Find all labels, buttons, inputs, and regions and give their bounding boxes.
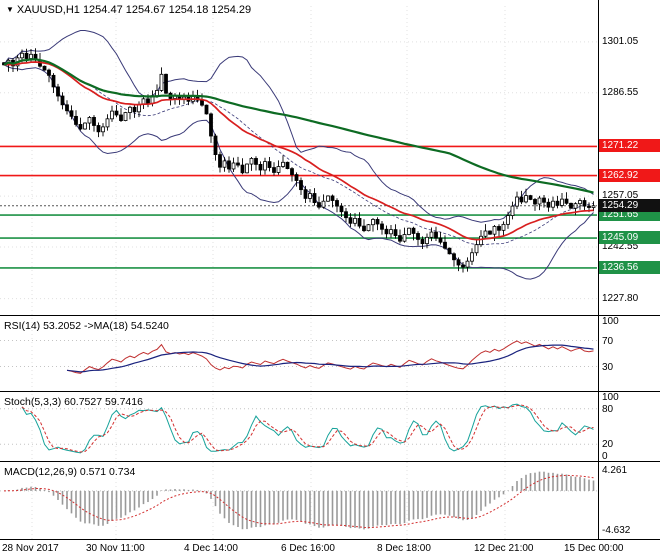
axis-tick: 20 [602, 439, 614, 451]
x-axis-label: 8 Dec 18:00 [377, 543, 431, 554]
axis-tick: 0 [602, 451, 608, 462]
axis-tick: 80 [602, 403, 614, 415]
chart-symbol-icon: ▼ [6, 5, 14, 14]
axis-tick: 1301.05 [602, 35, 639, 47]
x-axis-label: 12 Dec 21:00 [474, 543, 534, 554]
x-axis-label: 6 Dec 16:00 [281, 543, 335, 554]
axis-tick: 1227.80 [602, 292, 639, 304]
x-axis-label: 15 Dec 00:00 [564, 543, 624, 554]
axis-tick: 4.261 [602, 465, 628, 476]
price-badge: 1254.29 [599, 198, 660, 212]
chart-title-text: XAUUSD,H1 1254.47 1254.67 1254.18 1254.2… [16, 4, 252, 16]
chart-title: ▼ XAUUSD,H1 1254.47 1254.67 1254.18 1254.… [6, 4, 251, 16]
axis-tick: 1286.55 [602, 86, 639, 98]
x-axis-label: 30 Nov 11:00 [86, 543, 145, 554]
axis-tick: 1242.55 [602, 240, 639, 252]
stoch-label: Stoch(5,3,3) 60.7527 59.7416 [4, 396, 143, 408]
rsi-label: RSI(14) 53.2052 ->MA(18) 54.5240 [4, 320, 169, 332]
axis-tick: 100 [602, 392, 619, 403]
price-badge: 1236.56 [599, 260, 660, 274]
price-badge: 1271.22 [599, 139, 660, 153]
price-badge: 1245.09 [599, 231, 660, 245]
axis-tick: -4.632 [602, 525, 631, 536]
price-badge: 1262.92 [599, 168, 660, 182]
x-axis-label: 28 Nov 2017 [2, 543, 59, 554]
x-axis-label: 4 Dec 14:00 [184, 543, 238, 554]
axis-tick: 70 [602, 335, 614, 347]
macd-label: MACD(12,26,9) 0.571 0.734 [4, 466, 136, 478]
axis-tick: 100 [602, 316, 619, 327]
axis-tick: 30 [602, 361, 614, 373]
axis-tick: 1257.05 [602, 190, 639, 202]
